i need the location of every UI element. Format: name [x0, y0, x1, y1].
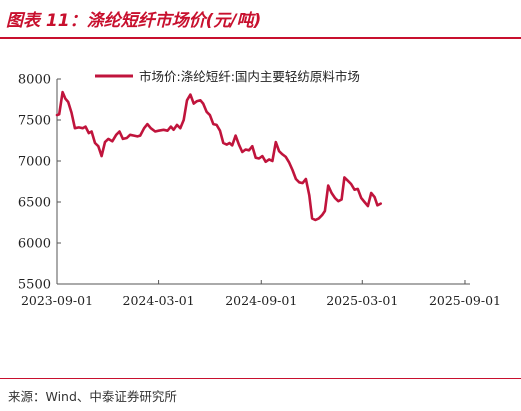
x-tick-label: 2023-09-01: [21, 293, 93, 308]
y-tick-label: 8000: [18, 73, 51, 88]
chart-title: 图表 11：涤纶短纤市场价(元/吨): [6, 11, 262, 31]
x-tick-label: 2025-09-01: [429, 293, 501, 308]
legend-label: 市场价:涤纶短纤:国内主要轻纺原料市场: [139, 69, 360, 84]
x-tick-label: 2025-03-01: [326, 293, 398, 308]
y-tick-label: 7000: [18, 155, 51, 170]
x-tick-label: 2024-03-01: [123, 293, 195, 308]
y-tick-label: 5500: [18, 278, 51, 293]
x-axis: 2023-09-01 2024-03-01 2024-09-01 2025-03-01…: [21, 280, 501, 308]
line-chart: 5500 6000 6500 7000 7500 8000 2023-09-01 2024-…: [18, 69, 501, 308]
x-tick-label: 2024-09-01: [225, 293, 297, 308]
source-note: 来源：Wind、中泰证券研究所: [8, 389, 177, 404]
y-axis: 5500 6000 6500 7000 7500 8000: [18, 73, 61, 293]
title-divider: [0, 37, 521, 39]
footer-divider: [0, 378, 521, 379]
y-tick-label: 6500: [18, 196, 51, 211]
series-line: [55, 90, 382, 222]
plot-area: [55, 90, 382, 222]
y-tick-label: 7500: [18, 114, 51, 129]
legend: 市场价:涤纶短纤:国内主要轻纺原料市场: [95, 69, 360, 84]
y-tick-label: 6000: [18, 237, 51, 252]
